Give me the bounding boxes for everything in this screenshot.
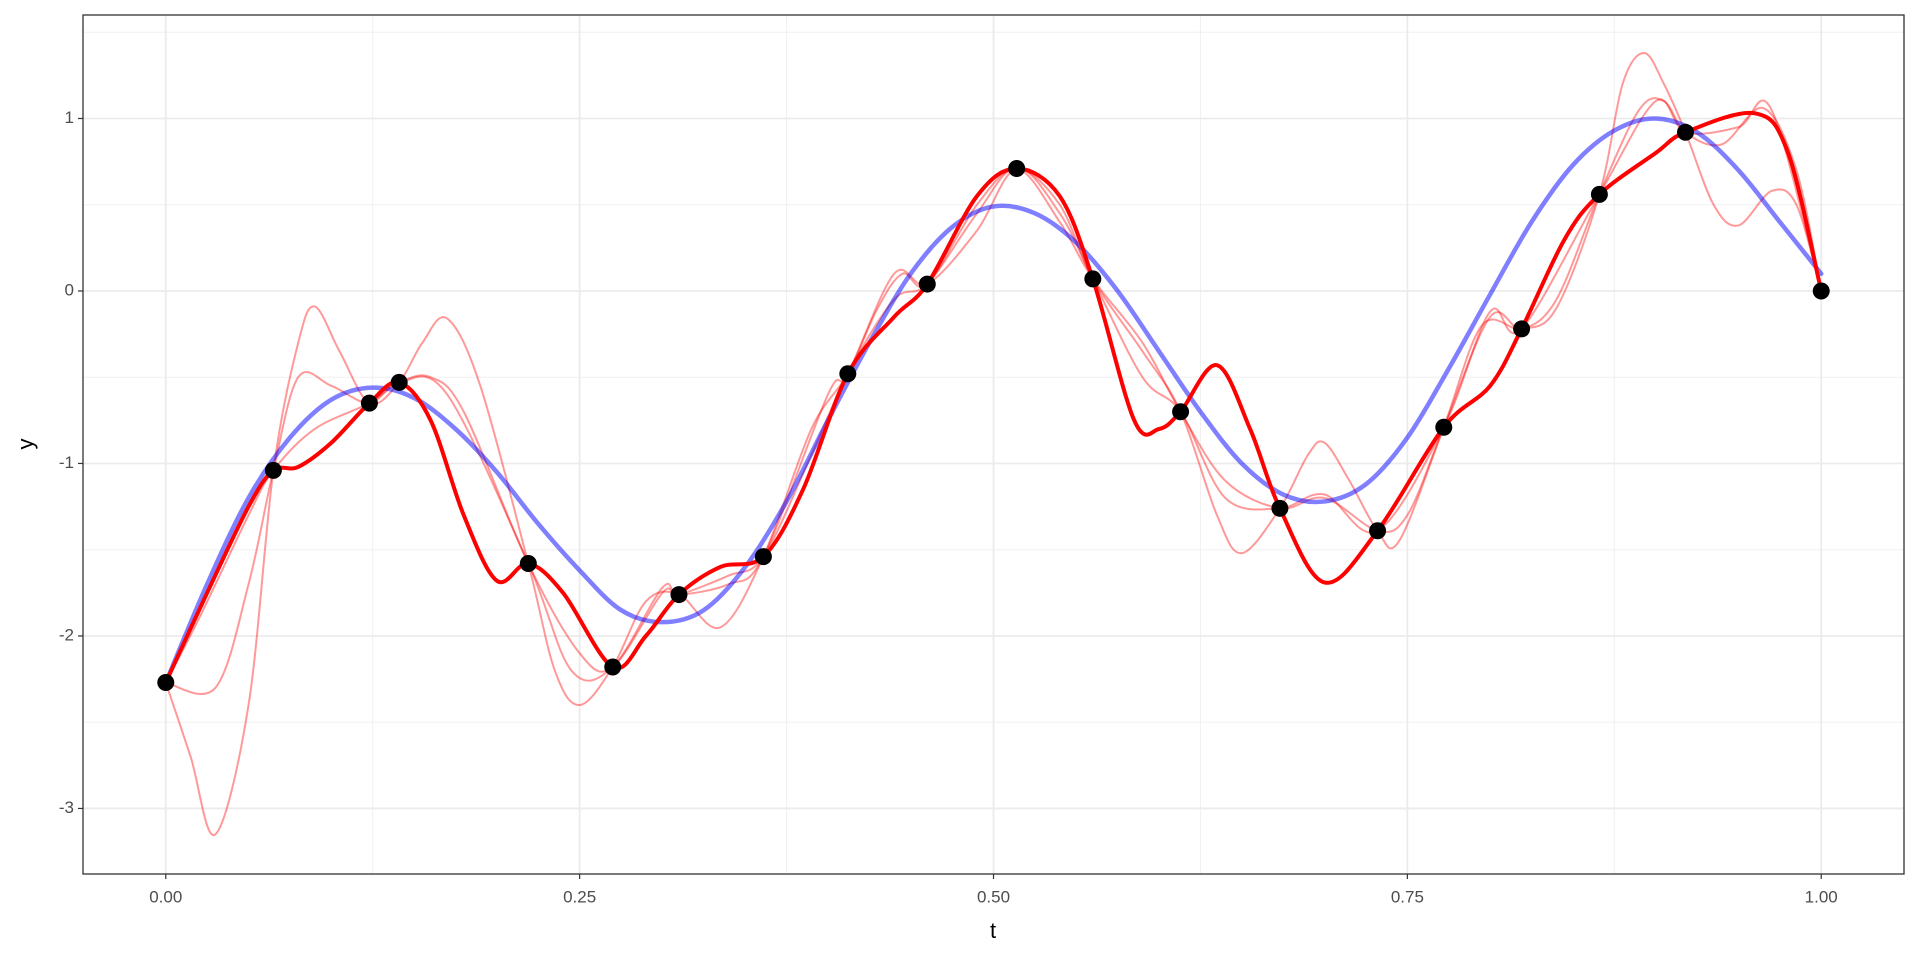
data-point bbox=[1590, 185, 1608, 203]
data-point bbox=[754, 548, 772, 566]
x-tick-label: 1.00 bbox=[1805, 887, 1838, 906]
data-point bbox=[1369, 522, 1387, 540]
panel-border bbox=[82, 14, 1905, 875]
data-point bbox=[1676, 123, 1694, 141]
x-axis-title: t bbox=[990, 918, 996, 943]
data-point bbox=[390, 373, 408, 391]
data-point bbox=[1172, 403, 1190, 421]
data-point bbox=[604, 658, 622, 676]
data-point bbox=[157, 674, 175, 692]
data-point bbox=[1513, 320, 1531, 338]
data-point bbox=[1435, 418, 1453, 436]
curve bbox=[163, 116, 1824, 685]
data-point bbox=[1084, 270, 1102, 288]
data-point bbox=[360, 394, 378, 412]
data-point bbox=[839, 365, 857, 383]
y-axis-title: y bbox=[13, 439, 38, 450]
x-tick-label: 0.00 bbox=[149, 887, 182, 906]
data-point bbox=[918, 275, 936, 293]
y-tick-label: 1 bbox=[65, 108, 74, 127]
y-tick-label: -1 bbox=[59, 453, 74, 472]
x-tick-label: 0.25 bbox=[563, 887, 596, 906]
y-tick-label: -2 bbox=[59, 625, 74, 644]
x-tick-label: 0.50 bbox=[977, 887, 1010, 906]
data-point bbox=[519, 555, 537, 573]
data-point bbox=[670, 586, 688, 604]
data-point bbox=[1271, 499, 1289, 517]
data-point bbox=[264, 461, 282, 479]
x-tick-label: 0.75 bbox=[1391, 887, 1424, 906]
y-tick-label: 0 bbox=[65, 280, 74, 299]
data-point bbox=[1008, 160, 1026, 178]
y-tick-label: -3 bbox=[59, 798, 74, 817]
data-point bbox=[1812, 282, 1830, 300]
